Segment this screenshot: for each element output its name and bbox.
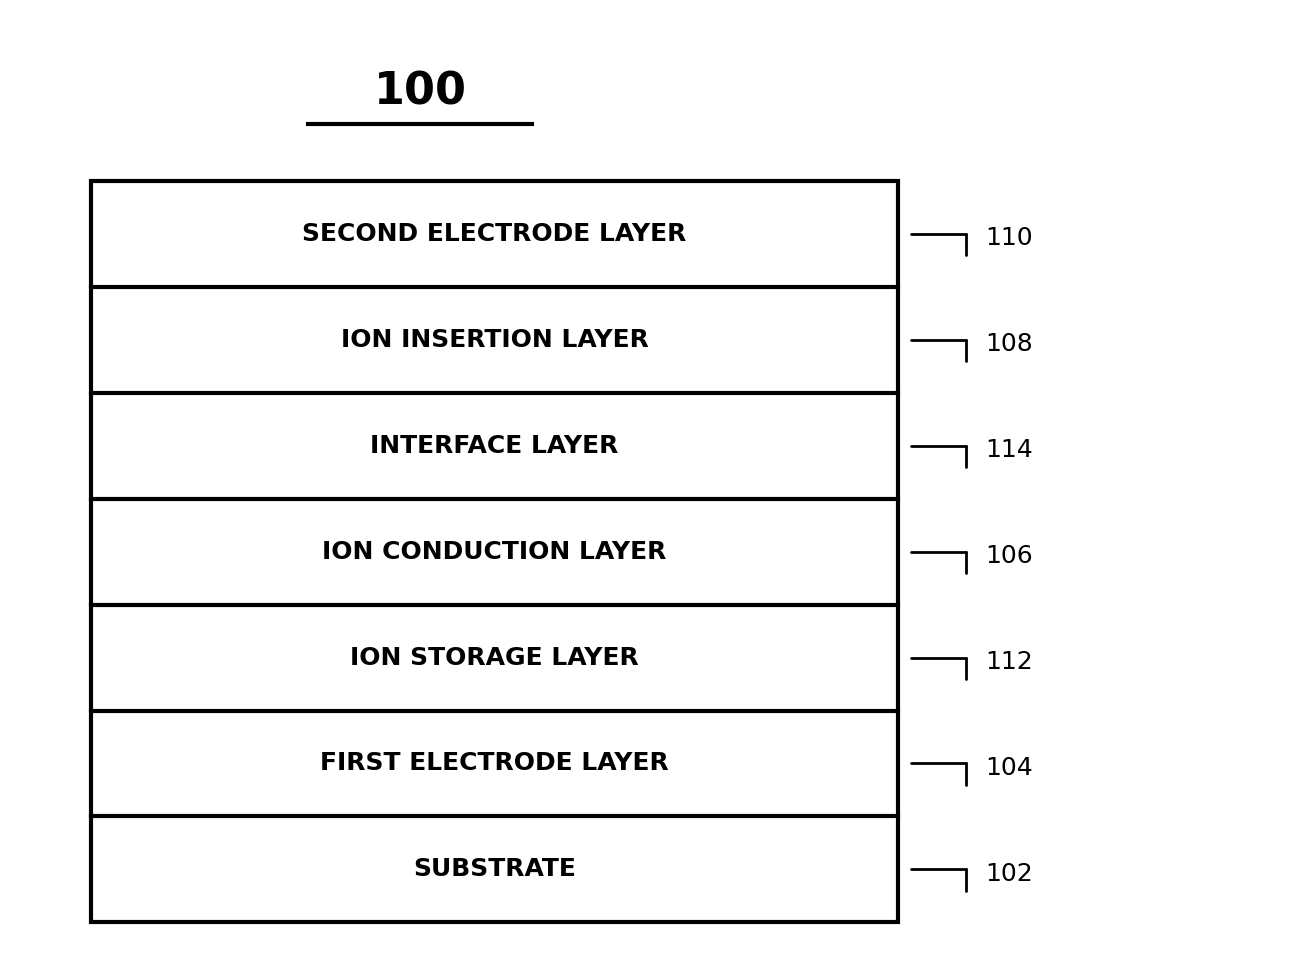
Text: 102: 102 (985, 862, 1033, 886)
Text: 100: 100 (374, 71, 467, 114)
Text: SECOND ELECTRODE LAYER: SECOND ELECTRODE LAYER (302, 222, 686, 246)
Text: SUBSTRATE: SUBSTRATE (413, 858, 576, 881)
Text: 106: 106 (985, 544, 1033, 568)
Text: ION CONDUCTION LAYER: ION CONDUCTION LAYER (323, 539, 666, 564)
Text: 110: 110 (985, 227, 1033, 250)
Text: ION INSERTION LAYER: ION INSERTION LAYER (341, 328, 648, 352)
Text: FIRST ELECTRODE LAYER: FIRST ELECTRODE LAYER (320, 751, 669, 775)
Text: 104: 104 (985, 756, 1033, 780)
Bar (91, 181, 899, 923)
Text: 114: 114 (985, 439, 1033, 463)
Text: INTERFACE LAYER: INTERFACE LAYER (370, 434, 619, 458)
Text: 108: 108 (985, 333, 1033, 357)
Text: ION STORAGE LAYER: ION STORAGE LAYER (350, 645, 639, 669)
Text: 112: 112 (985, 650, 1033, 674)
